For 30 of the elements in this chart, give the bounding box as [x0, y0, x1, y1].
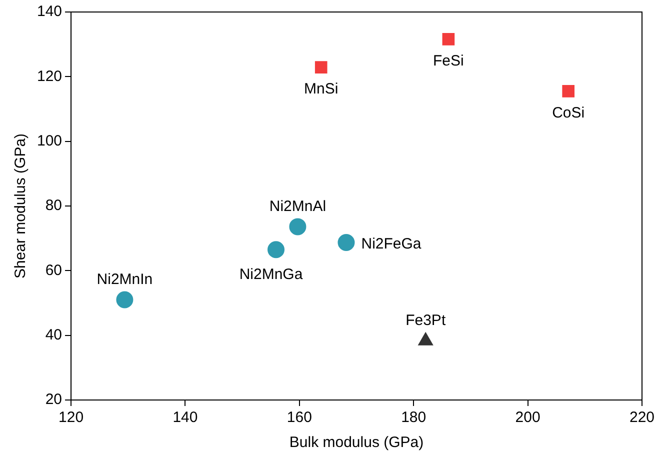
point [268, 241, 285, 258]
annotation: Ni2MnIn [96, 270, 153, 288]
point [314, 61, 328, 74]
x-tick-label: 140 [172, 409, 198, 426]
annotation: MnSi [304, 80, 338, 98]
x-tick-label: 220 [629, 409, 655, 426]
y-tick-label: 80 [45, 197, 62, 214]
annotation: Ni2FeGa [361, 236, 422, 253]
annotation: Fe3Pt [406, 312, 446, 329]
x-tick-label: 160 [286, 409, 312, 426]
x-tick-label: 180 [401, 409, 426, 426]
y-tick-label: 20 [45, 391, 62, 408]
annotation: CoSi [552, 104, 585, 122]
y-tick-label: 60 [45, 262, 62, 279]
x-axis-title: Bulk modulus (GPa) [289, 434, 424, 452]
point [289, 218, 306, 236]
y-tick-label: 120 [36, 68, 62, 85]
x-tick-label: 200 [515, 409, 540, 426]
y-axis-title: Shear modulus (GPa) [12, 133, 30, 279]
annotation: FeSi [433, 52, 464, 70]
point [338, 234, 355, 252]
annotation: Ni2MnGa [239, 266, 304, 283]
point [562, 85, 574, 98]
y-tick-label: 100 [36, 132, 62, 150]
y-tick-label: 140 [36, 3, 62, 20]
point [442, 33, 455, 46]
annotation: Ni2MnAl [269, 198, 326, 215]
point [116, 291, 134, 308]
x-tick-label: 120 [58, 409, 84, 426]
y-tick-label: 40 [45, 326, 62, 344]
